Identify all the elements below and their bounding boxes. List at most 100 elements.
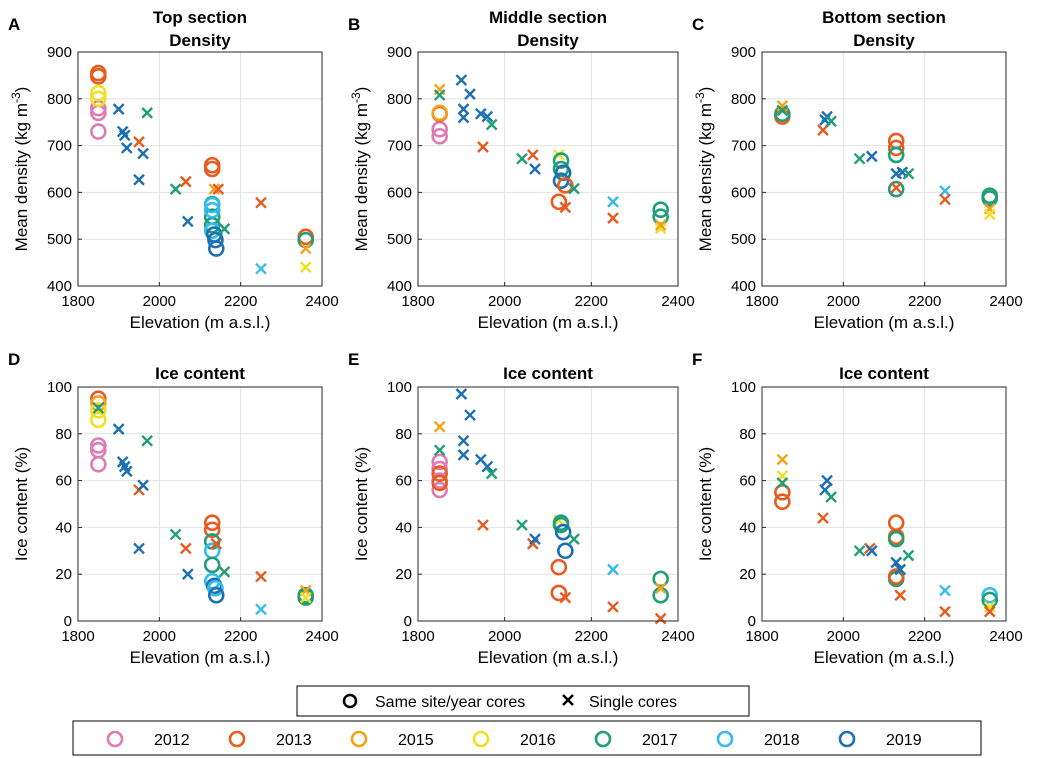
- point-cross-2019: [464, 409, 476, 421]
- y-tick-label: 800: [47, 91, 72, 108]
- panel-title: Ice content: [503, 364, 593, 383]
- point-cross-2019: [474, 107, 487, 120]
- point-circle-2013: [431, 474, 448, 492]
- point-cross-2019: [120, 142, 133, 154]
- point-cross-2018: [939, 185, 951, 197]
- point-cross-2013: [817, 124, 829, 137]
- y-tick-label: 60: [739, 473, 756, 490]
- point-cross-2018: [255, 603, 267, 616]
- point-cross-2016: [983, 208, 996, 221]
- point-circle-2013: [774, 483, 791, 501]
- y-axis-label: Mean density (kg m-3): [693, 87, 715, 252]
- point-cross-2019: [457, 103, 470, 115]
- legend-year-swatch: [472, 730, 490, 748]
- panel-a: 1800 2000 2200 2400 400 500 600 700 800 900 Elevat…: [8, 8, 339, 332]
- point-cross-2017: [776, 104, 789, 117]
- point-cross-2017: [825, 491, 837, 503]
- point-cross-2019: [455, 74, 468, 86]
- point-cross-2015: [654, 582, 667, 595]
- legend-circle-marker: [342, 693, 358, 709]
- x-axis-label: Elevation (m a.s.l.): [814, 648, 955, 667]
- point-cross-2017: [568, 533, 580, 545]
- panel-title: Density: [169, 31, 231, 50]
- point-circle-2017: [552, 516, 570, 534]
- y-tick-label: 400: [47, 278, 72, 295]
- point-circle-2015: [90, 395, 107, 412]
- legend-year-label: 2017: [642, 732, 678, 749]
- point-circle-2019: [557, 542, 574, 560]
- y-tick-label: 600: [47, 184, 72, 201]
- point-circle-2013: [90, 390, 107, 408]
- axes-frame: [417, 51, 679, 287]
- plot-area: [418, 52, 678, 286]
- x-tick-label: 1800: [61, 293, 94, 310]
- x-tick-label: 2200: [908, 628, 941, 645]
- point-cross-2019: [457, 434, 470, 447]
- point-circle-2017: [981, 190, 999, 207]
- point-circle-2019: [207, 586, 225, 604]
- y-tick-label: 60: [395, 473, 412, 490]
- point-cross-2016: [983, 601, 996, 613]
- point-cross-2013: [133, 136, 145, 148]
- plot-area: [418, 387, 678, 621]
- panel-title: Density: [853, 31, 915, 50]
- point-circle-2012: [90, 123, 107, 140]
- point-cross-2019: [133, 542, 145, 555]
- point-circle-2013: [550, 584, 568, 602]
- axes-frame: [417, 386, 679, 622]
- point-circle-2013: [550, 558, 568, 576]
- point-circle-2013: [203, 521, 221, 539]
- y-axis-label: Mean density (kg m-3): [349, 87, 371, 252]
- y-tick-label: 0: [64, 613, 72, 630]
- point-circle-2019: [207, 231, 224, 249]
- legend-year-label: 2019: [886, 732, 922, 749]
- point-cross-2013: [255, 570, 267, 583]
- point-cross-2019: [133, 173, 145, 186]
- point-cross-2019: [890, 556, 903, 569]
- x-tick-label: 2200: [224, 293, 257, 310]
- y-tick-label: 400: [731, 278, 756, 295]
- panel-label: D: [8, 350, 20, 369]
- point-circle-2012: [431, 481, 448, 499]
- legend-years: 2012 2013 2015 2016 2017 2018 2019: [72, 720, 982, 756]
- y-axis-label: Ice content (%): [352, 447, 371, 561]
- point-circle-2017: [552, 152, 570, 169]
- panel-title: Top section: [153, 8, 247, 27]
- panel-label: C: [692, 15, 704, 34]
- point-cross-2019: [120, 465, 133, 478]
- y-tick-label: 80: [739, 426, 756, 443]
- point-cross-2013: [817, 512, 829, 524]
- panel-title: Ice content: [839, 364, 929, 383]
- point-circle-2019: [207, 240, 225, 257]
- axes-frame: [761, 386, 1007, 622]
- y-tick-label: 100: [731, 379, 756, 396]
- point-circle-2017: [203, 556, 221, 574]
- axes-frame: [761, 51, 1007, 287]
- point-circle-2019: [554, 523, 572, 541]
- point-cross-2018: [939, 584, 951, 597]
- legend-year-label: 2013: [276, 732, 312, 749]
- panel-title: Density: [517, 31, 579, 50]
- legend-year-2018: 2018: [716, 730, 800, 749]
- point-circle-2012: [431, 453, 448, 471]
- y-tick-label: 600: [387, 184, 412, 201]
- x-tick-label: 2200: [575, 293, 608, 310]
- legend-year-swatch: [228, 730, 246, 748]
- point-cross-2019: [464, 88, 476, 100]
- y-tick-label: 900: [47, 44, 72, 61]
- point-circle-2017: [887, 146, 905, 164]
- x-tick-label: 1800: [61, 628, 94, 645]
- plot-area: [78, 387, 322, 621]
- point-cross-2017: [141, 106, 153, 119]
- x-tick-label: 1800: [401, 293, 434, 310]
- point-cross-2017: [902, 167, 915, 180]
- x-tick-label: 1800: [745, 293, 778, 310]
- y-tick-label: 700: [731, 138, 756, 155]
- point-circle-2013: [90, 64, 107, 82]
- point-cross-2017: [516, 152, 528, 165]
- point-cross-2013: [179, 175, 192, 188]
- point-cross-2016: [299, 591, 312, 604]
- y-tick-label: 500: [387, 231, 412, 248]
- y-tick-label: 500: [731, 231, 756, 248]
- y-tick-label: 100: [47, 379, 72, 396]
